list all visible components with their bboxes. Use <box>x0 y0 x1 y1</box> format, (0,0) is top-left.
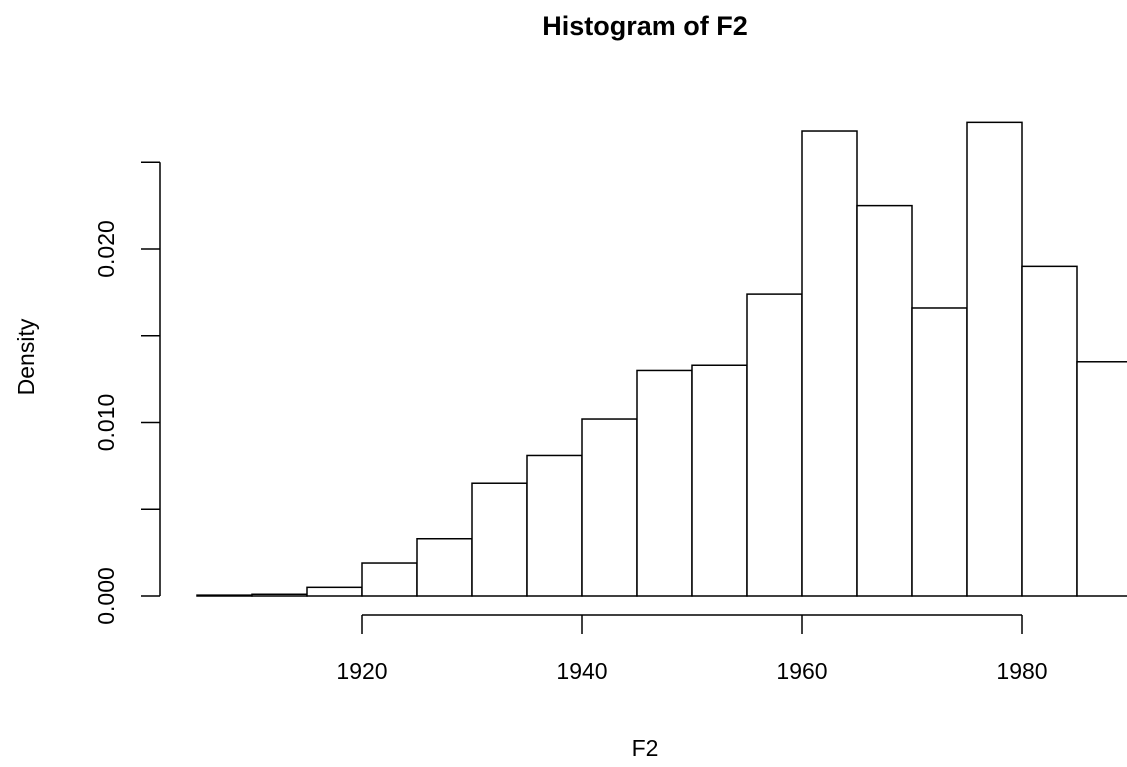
bar <box>416 537 473 597</box>
chart-title: Histogram of F2 <box>542 11 748 41</box>
y-axis-label: Density <box>13 318 39 395</box>
bar <box>856 204 913 597</box>
bar <box>471 482 528 597</box>
bar <box>1021 265 1078 597</box>
y-tick-label: 0.000 <box>93 567 119 625</box>
bar <box>691 364 748 597</box>
y-tick-label: 0.010 <box>93 394 119 452</box>
x-axis-label: F2 <box>632 735 659 761</box>
bar <box>581 418 638 597</box>
bar <box>636 369 693 597</box>
bar <box>196 594 253 597</box>
x-tick-label: 1960 <box>776 658 827 684</box>
bar <box>306 586 363 597</box>
x-tick-label: 1940 <box>556 658 607 684</box>
bar <box>251 593 308 597</box>
bar <box>801 130 858 597</box>
bar <box>361 562 418 597</box>
bar <box>526 454 583 597</box>
bar <box>911 307 968 597</box>
x-tick-label: 1920 <box>336 658 387 684</box>
bar <box>746 293 803 597</box>
bar <box>966 121 1023 597</box>
y-tick-label: 0.020 <box>93 220 119 278</box>
bar <box>1076 361 1127 597</box>
x-tick-label: 1980 <box>996 658 1047 684</box>
